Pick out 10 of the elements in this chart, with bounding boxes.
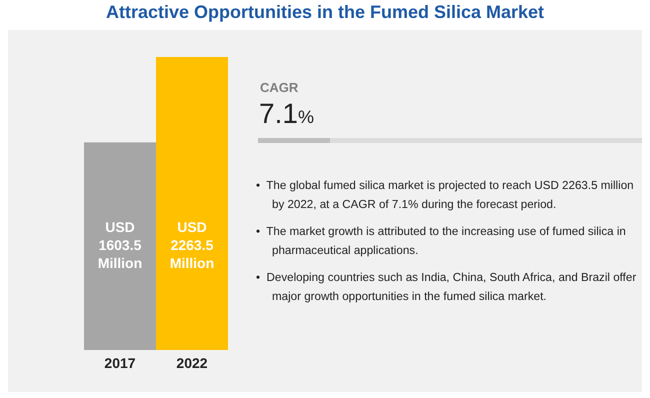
- x-tick-label: 2022: [176, 354, 208, 371]
- text: Attractive Opportunities in the Fumed Silica Market: [104, 2, 546, 23]
- text: CAGR: [260, 80, 298, 95]
- data-label: USD 2263.5 Million: [170, 219, 214, 271]
- text: • The market growth is attributed to the increasing use of fumed silica in pharmaceutical applications.: [256, 224, 627, 259]
- text: • Developing countries such as India, China, South Africa, and Brazil offer major growth opportunities in the fumed silica market.: [256, 270, 638, 305]
- x-tick-label: 2017: [104, 354, 136, 371]
- text: • The global fumed silica market is projected to reach USD 2263.5 million by 2022, at a CAGR of 7.1% during the forecast period.: [256, 178, 635, 213]
- text: 7.1%: [259, 98, 314, 130]
- data-label: USD 1603.5 Million: [98, 219, 142, 271]
